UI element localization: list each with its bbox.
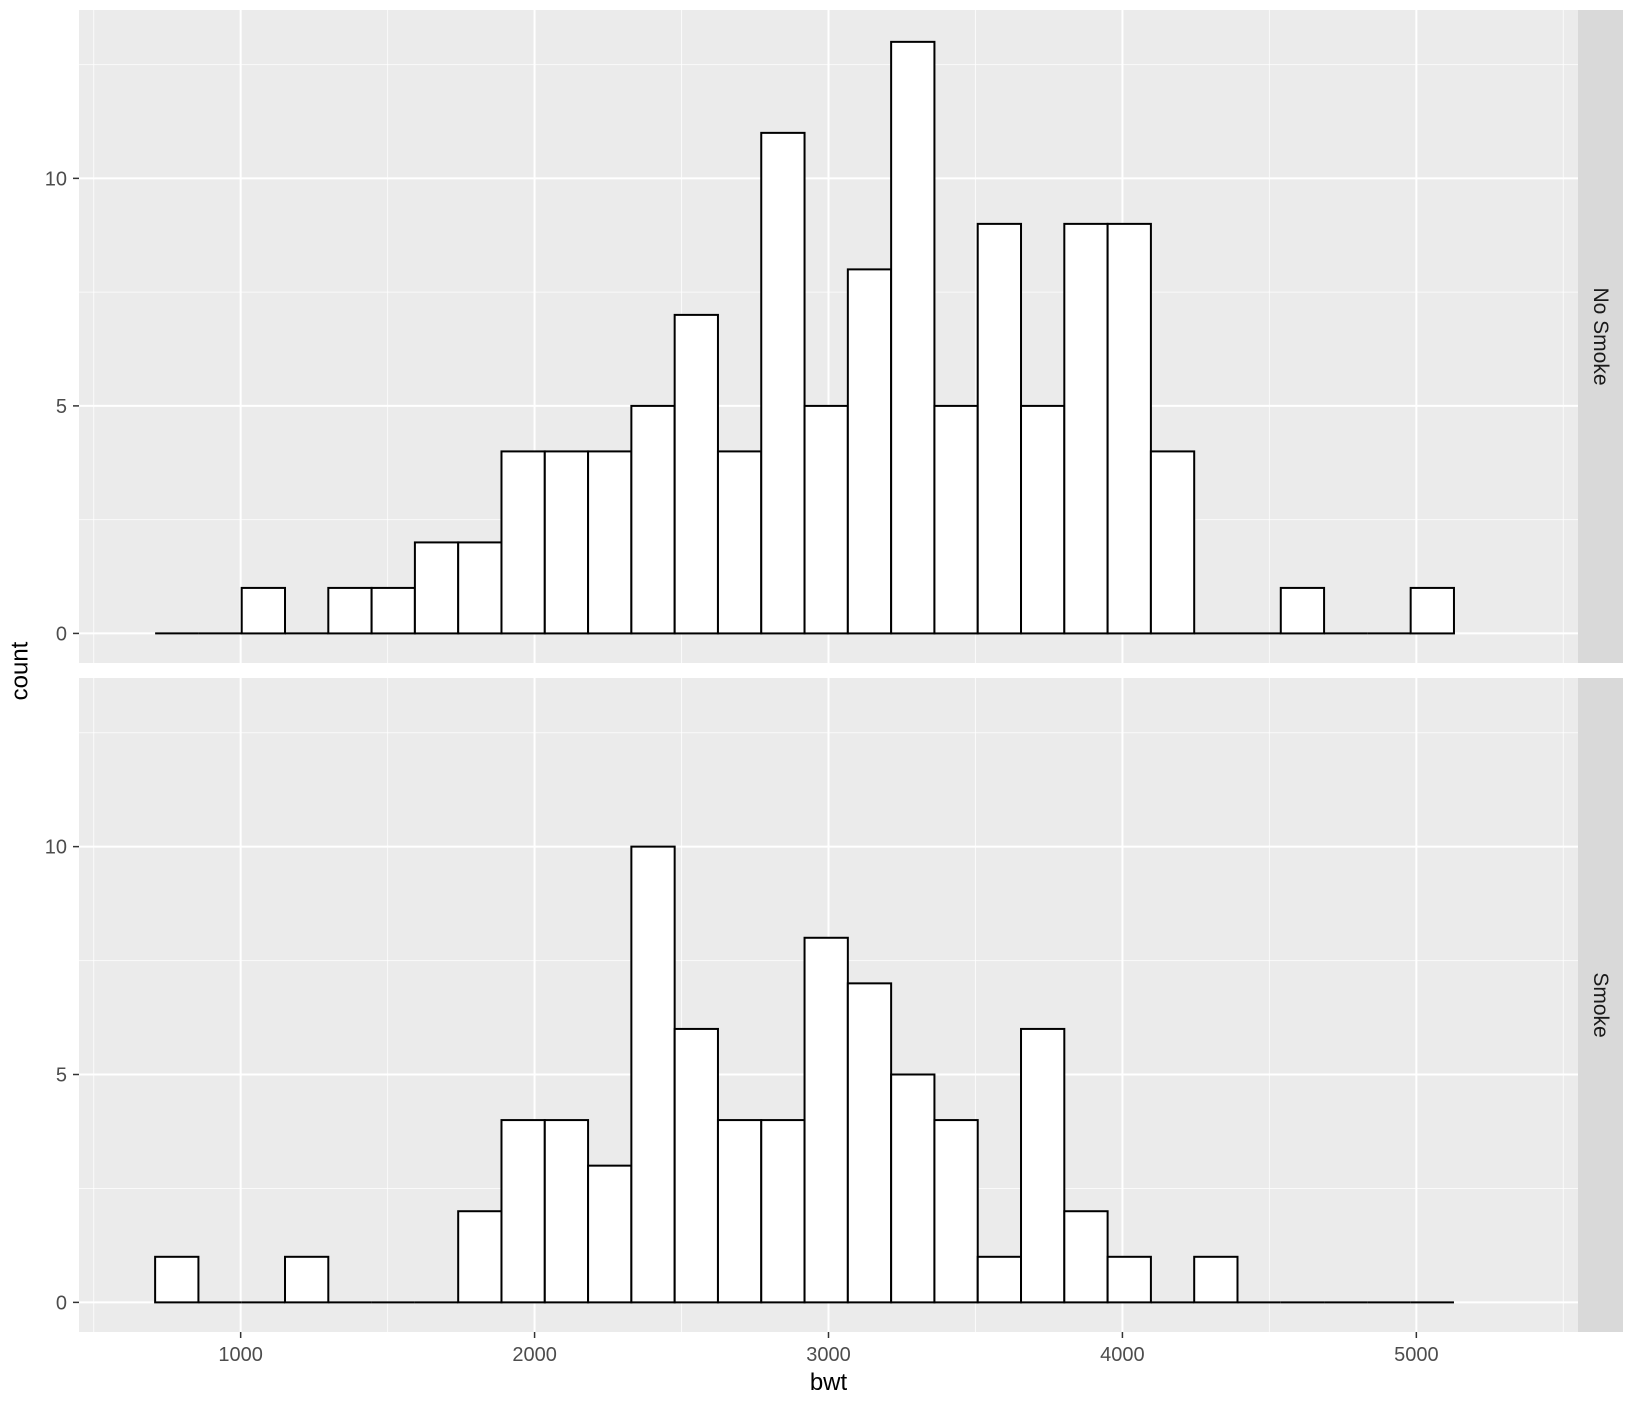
histogram-bar	[1193, 1255, 1239, 1304]
facet-panel: 0 5 10 No Smoke	[45, 10, 1623, 663]
x-tick-label: 1000	[218, 1344, 263, 1366]
y-tick-label: 0	[56, 1292, 67, 1314]
facet-panels: 0 5 10 No Smoke 0 5 10 Smoke	[45, 10, 1623, 1332]
histogram-bar	[543, 1119, 590, 1304]
histogram-bar	[284, 1255, 330, 1304]
histogram-bar	[1279, 586, 1326, 635]
histogram-bar	[500, 450, 546, 635]
histogram-bar	[1020, 1027, 1066, 1304]
histogram-bar	[846, 268, 893, 635]
histogram-bar	[760, 131, 806, 635]
histogram-bar	[1063, 222, 1109, 635]
histogram-bar	[587, 1164, 633, 1304]
histogram-bar	[846, 982, 893, 1304]
y-tick-label: 0	[56, 623, 67, 645]
x-tick-label: 4000	[1100, 1344, 1145, 1366]
histogram-bar	[673, 1027, 719, 1304]
y-tick-label: 5	[56, 396, 67, 418]
histogram-bar	[890, 1073, 936, 1304]
facet-strip	[1578, 10, 1623, 663]
histogram-bar	[976, 222, 1023, 635]
histogram-bar	[327, 586, 373, 635]
histogram-bar	[240, 586, 287, 635]
facet-strip-label: Smoke	[1589, 972, 1612, 1037]
histogram-bar	[1020, 404, 1066, 635]
histogram-bar	[1063, 1210, 1109, 1304]
x-tick-label: 3000	[806, 1344, 851, 1366]
y-tick-label: 10	[45, 168, 67, 190]
x-tick-label: 5000	[1394, 1344, 1439, 1366]
histogram-bar	[154, 1255, 200, 1304]
histogram-bar	[933, 404, 979, 635]
histogram-bar	[457, 541, 503, 635]
histogram-bar	[933, 1119, 979, 1304]
histogram-bar	[457, 1210, 503, 1304]
facet-strip-label: No Smoke	[1589, 287, 1612, 385]
y-tick-label: 5	[56, 1065, 67, 1087]
histogram-bar	[803, 404, 849, 635]
histogram-bar	[1409, 586, 1455, 635]
histogram-bar	[587, 450, 633, 635]
histogram-bar	[630, 404, 676, 635]
histogram-bar	[1106, 222, 1152, 635]
histogram-bar	[890, 40, 936, 635]
histogram-bar	[1149, 450, 1196, 635]
facet-panel: 0 5 10 Smoke	[45, 678, 1623, 1332]
histogram-bar	[543, 450, 590, 635]
y-axis-title: count	[7, 641, 34, 700]
histogram-bar	[673, 313, 719, 635]
histogram-bar	[500, 1119, 546, 1304]
histogram-bar	[1106, 1255, 1152, 1304]
x-tick-label: 2000	[512, 1344, 557, 1366]
y-tick-label: 10	[45, 837, 67, 859]
histogram-bar	[976, 1255, 1023, 1304]
histogram-bar	[716, 1119, 763, 1304]
facet-strip	[1578, 678, 1623, 1332]
histogram-bar	[413, 541, 460, 635]
histogram-bar	[370, 586, 416, 635]
histogram-bar	[760, 1119, 806, 1304]
x-axis: 1000 2000 3000 4000 5000	[218, 1332, 1439, 1366]
histogram-bar	[716, 450, 763, 635]
x-axis-title: bwt	[810, 1369, 848, 1396]
histogram-bar	[803, 936, 849, 1304]
histogram-bar	[630, 845, 676, 1304]
